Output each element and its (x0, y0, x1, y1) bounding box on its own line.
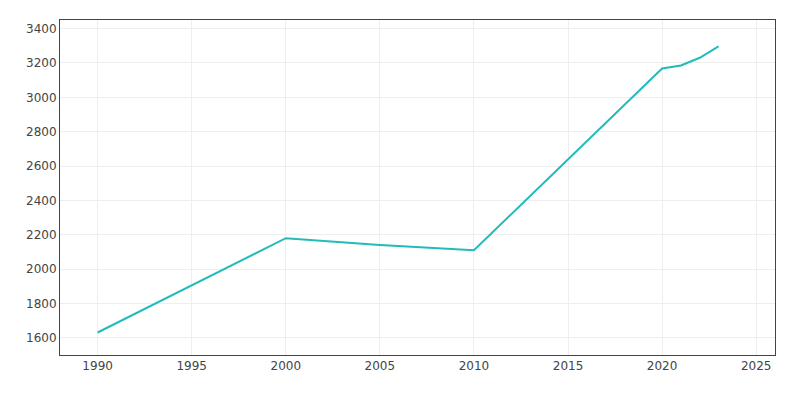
svg-text:2020: 2020 (647, 359, 678, 373)
svg-text:3400: 3400 (26, 22, 57, 36)
svg-text:2200: 2200 (26, 228, 57, 242)
svg-text:3000: 3000 (26, 91, 57, 105)
svg-text:1800: 1800 (26, 297, 57, 311)
svg-text:2600: 2600 (26, 159, 57, 173)
svg-text:2400: 2400 (26, 194, 57, 208)
svg-text:2025: 2025 (741, 359, 772, 373)
svg-text:1990: 1990 (82, 359, 113, 373)
svg-text:1600: 1600 (26, 331, 57, 345)
svg-text:2800: 2800 (26, 125, 57, 139)
svg-text:2010: 2010 (459, 359, 490, 373)
svg-text:3200: 3200 (26, 56, 57, 70)
svg-text:2015: 2015 (553, 359, 584, 373)
svg-text:2000: 2000 (271, 359, 302, 373)
svg-text:1995: 1995 (176, 359, 207, 373)
svg-text:2005: 2005 (365, 359, 396, 373)
svg-text:2000: 2000 (26, 262, 57, 276)
